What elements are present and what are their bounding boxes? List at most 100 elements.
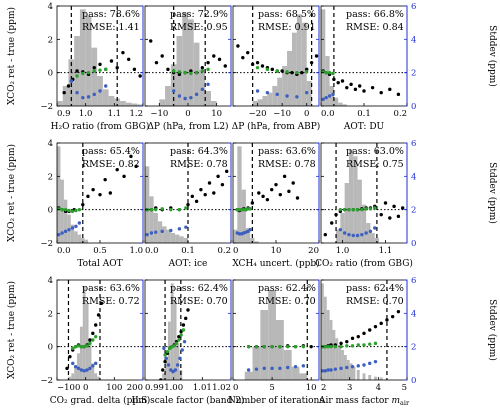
mean-point <box>163 359 167 364</box>
median-point <box>172 344 176 348</box>
chart-panel-11: 0 5 10 Number of iterations pass: 62.4% RMSE:… <box>228 279 324 406</box>
histogram-bar <box>71 373 75 380</box>
stddev-point <box>339 366 343 371</box>
histogram-bar <box>210 101 217 106</box>
stddev-point <box>189 95 193 100</box>
mean-point <box>388 87 392 92</box>
stddev-point <box>91 364 95 368</box>
stddev-point <box>154 230 158 234</box>
mean-point <box>108 191 113 195</box>
stddev-point <box>104 84 108 88</box>
x-tick-label: 10 <box>306 383 317 393</box>
rmse-stat: RMSE: 0.70 <box>170 296 228 307</box>
right-tick-label: 2 <box>411 206 416 216</box>
median-point <box>329 344 333 349</box>
stddev-point <box>248 227 252 232</box>
plot-area <box>321 280 407 380</box>
plot-area <box>145 6 231 106</box>
histogram-bar <box>188 19 194 106</box>
median-point <box>154 207 158 212</box>
stddev-point <box>74 224 78 229</box>
histogram-bar <box>301 22 307 106</box>
mean-point <box>280 69 284 73</box>
histogram-bar <box>102 89 109 106</box>
mean-point <box>75 69 79 73</box>
left-tick-label: 2 <box>48 35 53 45</box>
median-point <box>63 207 68 212</box>
histogram-bar <box>361 204 367 243</box>
histogram-bar <box>257 99 263 106</box>
histogram-bar <box>57 146 61 243</box>
stddev-point <box>162 346 166 351</box>
x-tick-label: 0 <box>185 109 190 119</box>
stddev-point <box>177 227 182 231</box>
mean-point <box>134 164 138 169</box>
stddev-point <box>351 233 355 238</box>
mean-point <box>340 79 345 83</box>
histogram-bar <box>374 238 380 243</box>
stddev-point <box>305 90 309 95</box>
mean-point <box>368 328 372 332</box>
stddev-point <box>275 92 279 97</box>
x-tick-label: 0.0 <box>57 246 71 256</box>
histogram-bar <box>291 32 297 106</box>
median-point <box>177 70 182 74</box>
mean-point <box>166 67 170 72</box>
median-point <box>373 206 377 210</box>
mean-point <box>358 84 362 88</box>
mean-point <box>98 192 102 197</box>
median-point <box>177 207 182 212</box>
stddev-point <box>92 92 96 97</box>
mean-point <box>246 50 250 55</box>
stddev-point <box>362 363 366 367</box>
stddev-point <box>338 227 343 232</box>
stddev-point <box>321 97 325 102</box>
right-tick-label: 4 <box>411 309 416 319</box>
median-point <box>163 353 167 357</box>
mean-point <box>390 314 395 319</box>
mean-point <box>99 301 104 306</box>
stddev-point <box>177 94 182 98</box>
chart-panel-1: −2 0 2 4 0.9 1.0 1.1 1.2 H₂O ratio (from GBG) pas… <box>40 2 149 132</box>
histogram-bar <box>332 330 336 380</box>
mean-point <box>161 368 165 372</box>
x-tick-label: 1.1 <box>379 246 393 256</box>
mean-point <box>241 55 245 60</box>
median-point <box>373 341 378 346</box>
stddev-point <box>81 95 85 100</box>
x-tick-label: −20 <box>249 109 267 119</box>
histogram-bar <box>81 238 85 243</box>
plot-area <box>57 143 143 243</box>
stddev-point <box>345 365 349 370</box>
median-point <box>183 70 187 75</box>
mean-point <box>270 187 274 192</box>
histogram-bar <box>352 366 356 380</box>
median-point <box>81 71 85 76</box>
median-point <box>189 71 193 76</box>
stddev-point <box>342 231 347 235</box>
x-tick-label: 5 <box>402 383 407 393</box>
histogram-bar <box>165 86 171 106</box>
stddev-point <box>347 232 351 237</box>
median-point <box>254 344 259 349</box>
left-tick-label: −2 <box>40 376 53 386</box>
stddev-point <box>88 366 92 371</box>
histogram-bar <box>94 373 98 380</box>
histogram-bar <box>245 228 251 243</box>
mean-point <box>154 60 159 65</box>
stddev-point <box>175 363 180 367</box>
mean-point <box>149 39 153 43</box>
x-tick-label: 0.0 <box>145 246 159 256</box>
median-point <box>82 344 86 349</box>
chart-panel-8: 0 2 4 6 1.0 1.1 CO₂ ratio (from GBG) pass: 63.0… <box>315 139 416 269</box>
mean-point <box>350 336 355 341</box>
histogram-bar <box>85 303 89 380</box>
median-point <box>165 349 170 354</box>
median-point <box>355 207 360 212</box>
right-y-axis-label-row-3: Stddev (ppm) <box>487 299 498 361</box>
x-axis-label: ILS scale factor (band 2) <box>132 395 245 406</box>
histogram-bar <box>77 234 82 243</box>
mean-point <box>212 54 216 58</box>
x-tick-label: 0.1 <box>181 246 195 256</box>
histogram-bar <box>357 179 362 243</box>
